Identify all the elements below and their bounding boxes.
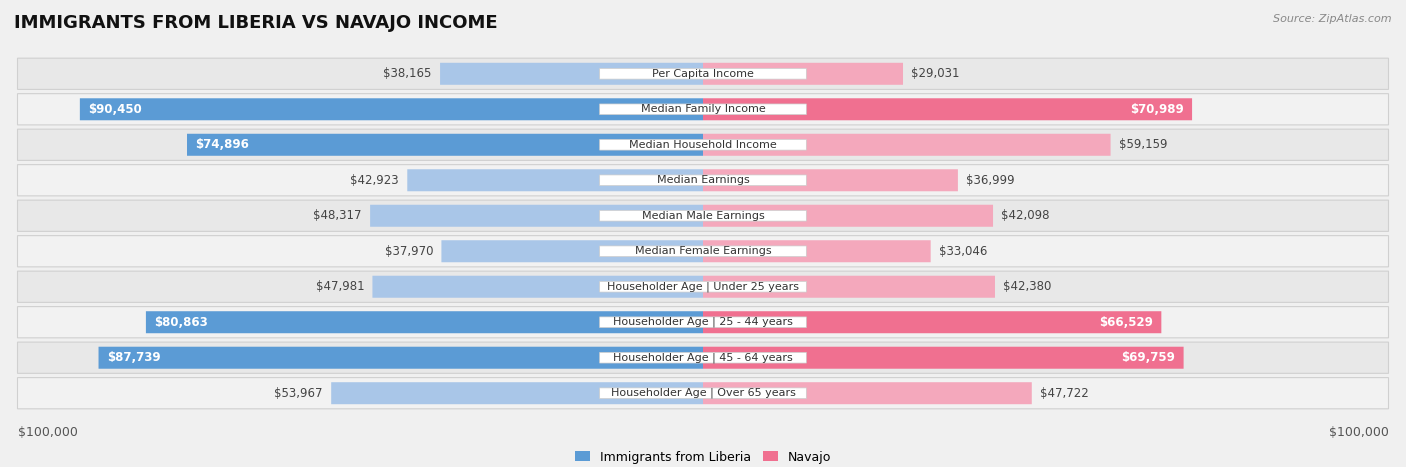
FancyBboxPatch shape (17, 200, 1389, 231)
Text: $47,981: $47,981 (315, 280, 364, 293)
FancyBboxPatch shape (599, 246, 807, 256)
Text: Householder Age | Over 65 years: Householder Age | Over 65 years (610, 388, 796, 398)
FancyBboxPatch shape (17, 129, 1389, 160)
FancyBboxPatch shape (599, 104, 807, 114)
Text: $87,739: $87,739 (107, 351, 160, 364)
FancyBboxPatch shape (187, 134, 703, 156)
FancyBboxPatch shape (703, 311, 1161, 333)
FancyBboxPatch shape (599, 69, 807, 79)
FancyBboxPatch shape (599, 175, 807, 185)
Text: $69,759: $69,759 (1122, 351, 1175, 364)
FancyBboxPatch shape (599, 211, 807, 221)
FancyBboxPatch shape (17, 271, 1389, 302)
Text: Source: ZipAtlas.com: Source: ZipAtlas.com (1274, 14, 1392, 24)
FancyBboxPatch shape (332, 382, 703, 404)
FancyBboxPatch shape (17, 307, 1389, 338)
Text: $36,999: $36,999 (966, 174, 1015, 187)
FancyBboxPatch shape (17, 236, 1389, 267)
FancyBboxPatch shape (703, 169, 957, 191)
FancyBboxPatch shape (17, 378, 1389, 409)
Text: $90,450: $90,450 (89, 103, 142, 116)
Text: $42,923: $42,923 (350, 174, 399, 187)
FancyBboxPatch shape (599, 388, 807, 398)
Text: $53,967: $53,967 (274, 387, 323, 400)
Text: $59,159: $59,159 (1119, 138, 1167, 151)
FancyBboxPatch shape (441, 240, 703, 262)
Text: $66,529: $66,529 (1099, 316, 1153, 329)
Text: IMMIGRANTS FROM LIBERIA VS NAVAJO INCOME: IMMIGRANTS FROM LIBERIA VS NAVAJO INCOME (14, 14, 498, 32)
Text: $38,165: $38,165 (384, 67, 432, 80)
FancyBboxPatch shape (370, 205, 703, 227)
FancyBboxPatch shape (703, 98, 1192, 120)
Text: $33,046: $33,046 (939, 245, 987, 258)
FancyBboxPatch shape (17, 342, 1389, 373)
FancyBboxPatch shape (17, 94, 1389, 125)
FancyBboxPatch shape (17, 165, 1389, 196)
FancyBboxPatch shape (17, 58, 1389, 89)
FancyBboxPatch shape (80, 98, 703, 120)
FancyBboxPatch shape (599, 317, 807, 327)
Text: Householder Age | 25 - 44 years: Householder Age | 25 - 44 years (613, 317, 793, 327)
FancyBboxPatch shape (599, 353, 807, 363)
Legend: Immigrants from Liberia, Navajo: Immigrants from Liberia, Navajo (569, 446, 837, 467)
FancyBboxPatch shape (703, 240, 931, 262)
FancyBboxPatch shape (703, 205, 993, 227)
Text: Median Family Income: Median Family Income (641, 104, 765, 114)
Text: $47,722: $47,722 (1040, 387, 1088, 400)
Text: $42,380: $42,380 (1004, 280, 1052, 293)
FancyBboxPatch shape (146, 311, 703, 333)
FancyBboxPatch shape (703, 276, 995, 298)
Text: Median Male Earnings: Median Male Earnings (641, 211, 765, 221)
FancyBboxPatch shape (599, 140, 807, 150)
Text: $100,000: $100,000 (1329, 426, 1389, 439)
Text: Median Household Income: Median Household Income (628, 140, 778, 150)
Text: Per Capita Income: Per Capita Income (652, 69, 754, 79)
Text: $48,317: $48,317 (314, 209, 361, 222)
Text: $80,863: $80,863 (155, 316, 208, 329)
Text: Median Female Earnings: Median Female Earnings (634, 246, 772, 256)
FancyBboxPatch shape (703, 382, 1032, 404)
FancyBboxPatch shape (703, 347, 1184, 369)
FancyBboxPatch shape (440, 63, 703, 85)
Text: $70,989: $70,989 (1130, 103, 1184, 116)
FancyBboxPatch shape (703, 63, 903, 85)
Text: $37,970: $37,970 (385, 245, 433, 258)
Text: $42,098: $42,098 (1001, 209, 1050, 222)
Text: Median Earnings: Median Earnings (657, 175, 749, 185)
Text: $100,000: $100,000 (17, 426, 77, 439)
FancyBboxPatch shape (703, 134, 1111, 156)
Text: $74,896: $74,896 (195, 138, 249, 151)
Text: Householder Age | Under 25 years: Householder Age | Under 25 years (607, 282, 799, 292)
Text: $29,031: $29,031 (911, 67, 960, 80)
FancyBboxPatch shape (98, 347, 703, 369)
FancyBboxPatch shape (599, 282, 807, 292)
FancyBboxPatch shape (373, 276, 703, 298)
FancyBboxPatch shape (408, 169, 703, 191)
Text: Householder Age | 45 - 64 years: Householder Age | 45 - 64 years (613, 353, 793, 363)
